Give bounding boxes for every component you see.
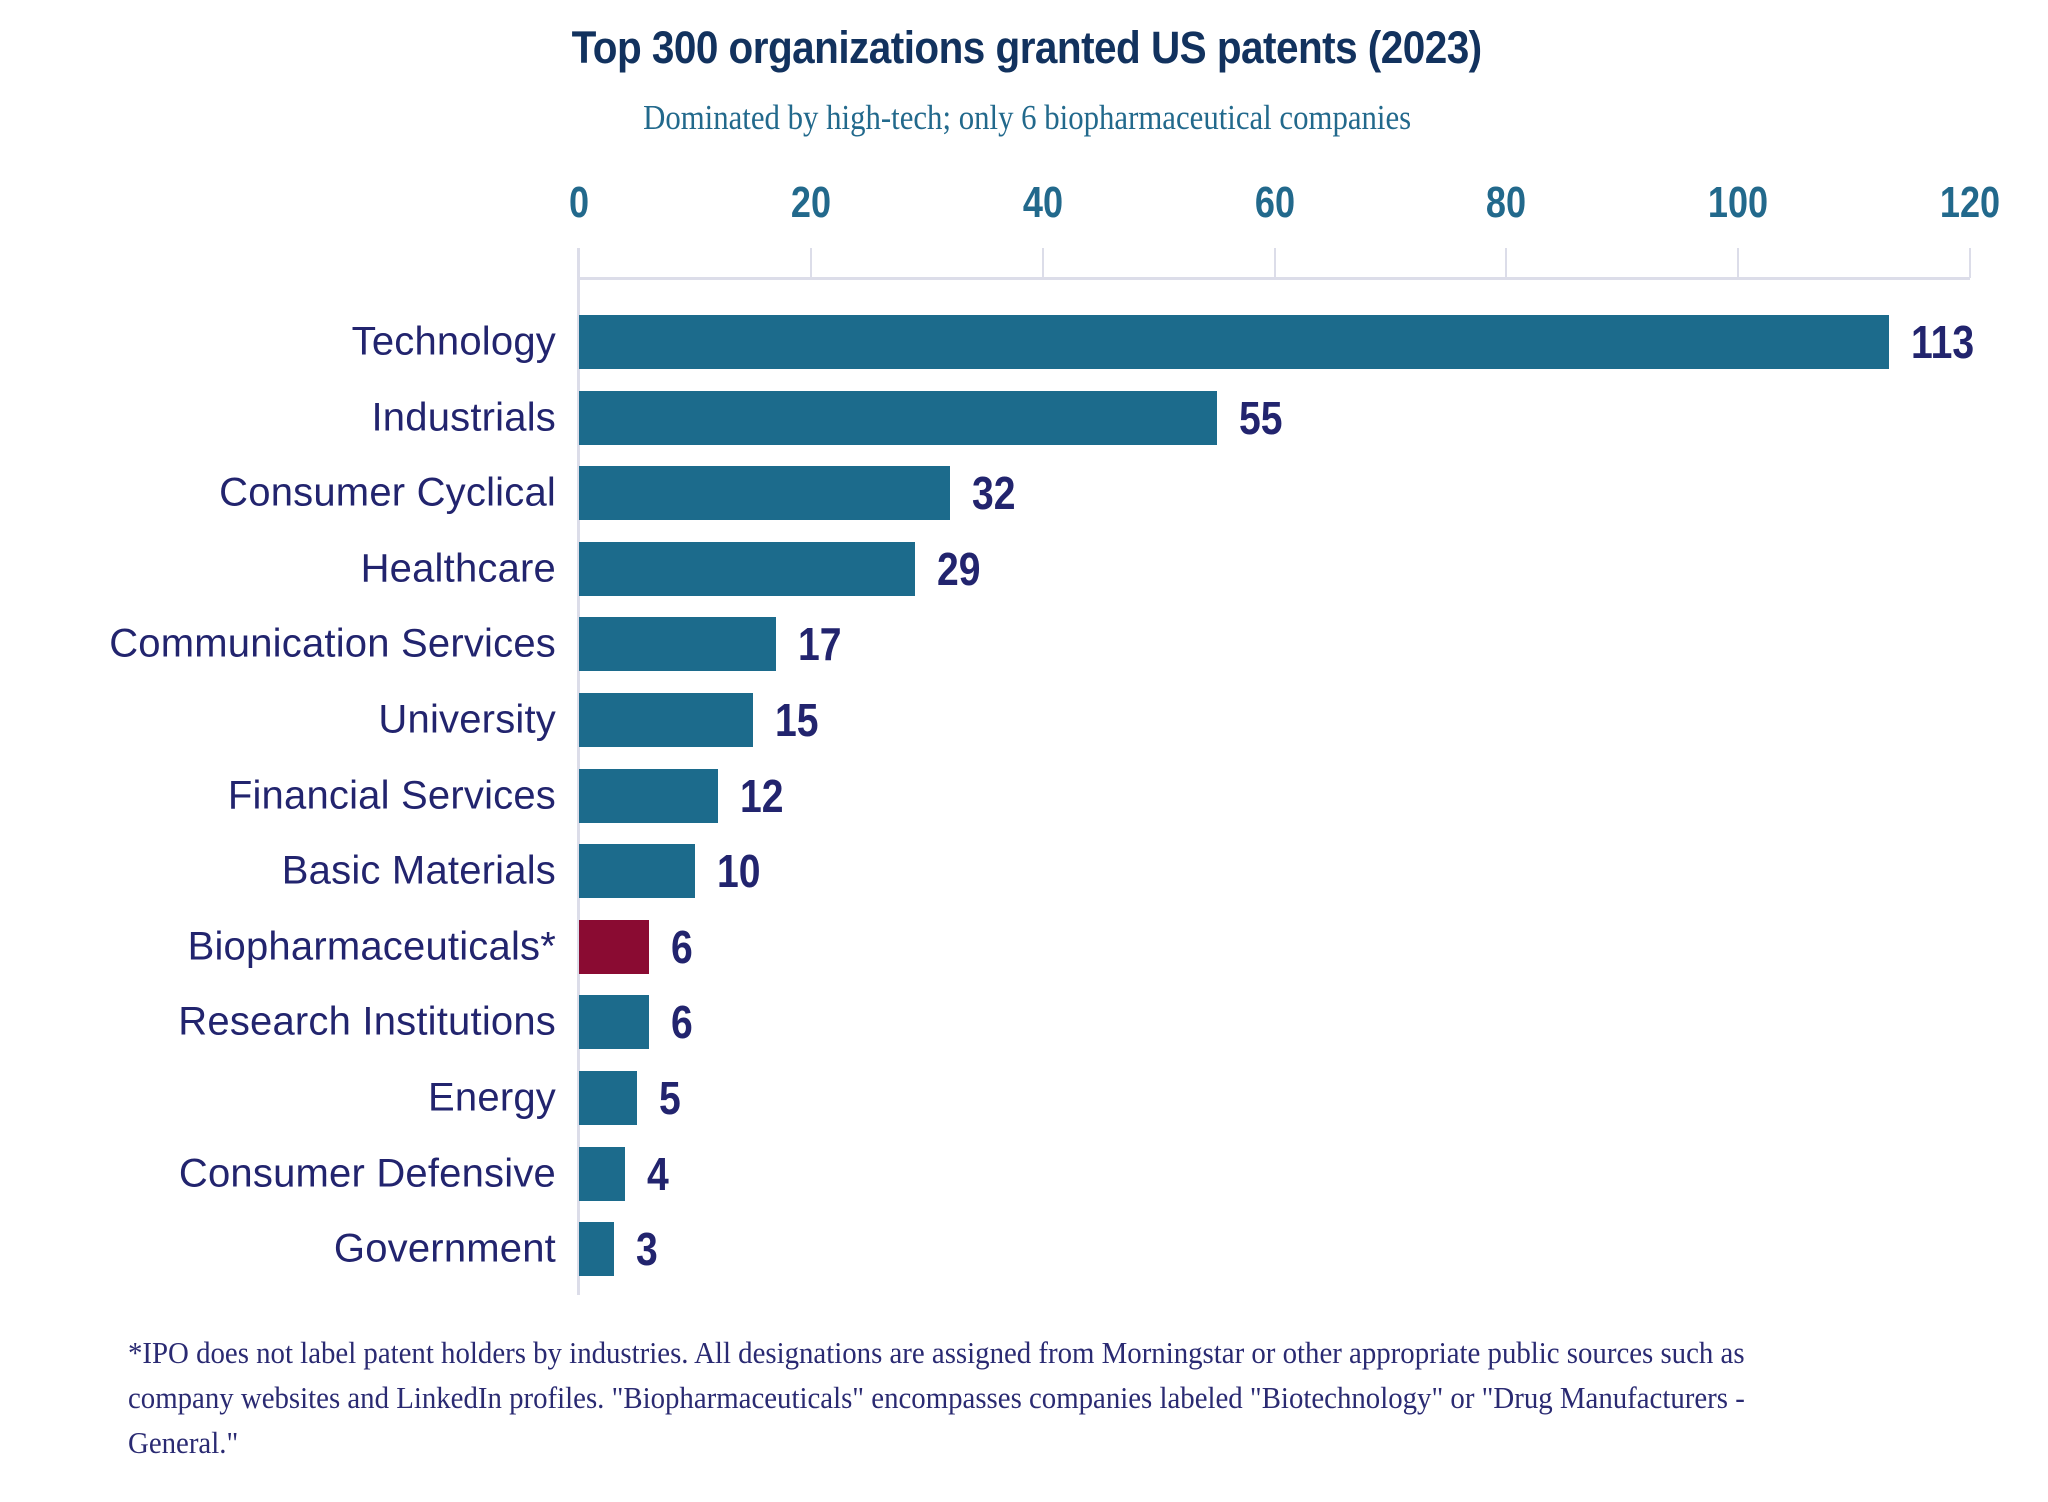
bar[interactable] (579, 844, 695, 899)
bar-row[interactable]: Research Institutions 6 (0, 995, 2048, 1050)
x-axis-tickmark-100 (1737, 248, 1740, 278)
bar-row[interactable]: Financial Services 12 (0, 768, 2048, 823)
bar-value-label: 10 (716, 845, 761, 898)
bar-value-label: 29 (937, 542, 981, 595)
x-axis-tickmark-40 (1041, 248, 1044, 278)
bar[interactable] (579, 995, 649, 1050)
bar-value-label: 15 (774, 694, 819, 746)
bar-row[interactable]: Communication Services 17 (0, 617, 2048, 672)
bar-value-label: 6 (670, 996, 693, 1049)
category-label: Research Institutions (178, 999, 556, 1044)
x-axis-tickmark-20 (809, 248, 812, 278)
page-title: Top 300 organizations granted US patents… (571, 22, 1483, 73)
bar[interactable] (579, 617, 777, 672)
bar-row[interactable]: Energy 5 (0, 1071, 2048, 1125)
bar[interactable] (579, 541, 916, 596)
bar[interactable] (579, 768, 719, 823)
x-axis-tickmark-60 (1273, 248, 1276, 278)
x-axis-tick-20: 20 (790, 178, 831, 227)
x-axis-tickmark-0 (578, 248, 580, 278)
x-axis-tick-0: 0 (568, 178, 590, 227)
x-axis-tick-100: 100 (1708, 178, 1769, 227)
bar-value-label: 32 (971, 467, 1016, 520)
bar-value-label: 12 (740, 769, 784, 822)
bar[interactable] (579, 315, 1889, 369)
category-label: Financial Services (227, 773, 556, 818)
bar-row[interactable]: Healthcare 29 (0, 541, 2048, 596)
category-label: Government (333, 1226, 556, 1271)
bar-value-label: 3 (635, 1223, 658, 1276)
chart-subtitle: Dominated by high-tech; only 6 biopharma… (643, 98, 1412, 137)
category-label: Basic Materials (281, 848, 556, 893)
footnote: *IPO does not label patent holders by in… (128, 1335, 1745, 1460)
bar-value-label: 17 (798, 618, 842, 671)
x-axis-tick-60: 60 (1254, 178, 1295, 227)
bar-row[interactable]: Consumer Defensive 4 (0, 1146, 2048, 1201)
bar-row[interactable]: University 15 (0, 693, 2048, 747)
category-label: Communication Services (109, 621, 556, 666)
bar-value-label: 113 (1910, 316, 1974, 368)
bar[interactable] (579, 919, 649, 974)
bar-row[interactable]: Industrials 55 (0, 390, 2048, 445)
category-label: Energy (428, 1075, 556, 1120)
category-label: Consumer Cyclical (219, 470, 556, 515)
bar-value-label: 4 (647, 1147, 670, 1200)
x-axis-line (577, 277, 1970, 280)
category-label: Technology (351, 319, 556, 364)
bar-value-label: 6 (670, 920, 693, 973)
category-label: Consumer Defensive (178, 1151, 556, 1196)
bar[interactable] (579, 466, 950, 521)
x-axis-tick-120: 120 (1939, 178, 2001, 227)
bar[interactable] (579, 390, 1217, 445)
bar-row[interactable]: Consumer Cyclical 32 (0, 466, 2048, 521)
category-label: University (378, 697, 556, 742)
bar[interactable] (579, 1146, 626, 1201)
bar-value-label: 5 (658, 1072, 681, 1124)
bar[interactable] (579, 693, 753, 747)
category-label: Biopharmaceuticals* (187, 924, 556, 969)
category-label: Healthcare (360, 546, 556, 591)
category-label: Industrials (371, 395, 556, 440)
x-axis-tick-40: 40 (1022, 178, 1063, 227)
bar-row[interactable]: Government 3 (0, 1222, 2048, 1277)
bar-row[interactable]: Basic Materials 10 (0, 844, 2048, 899)
x-axis-tick-80: 80 (1486, 178, 1527, 227)
bar-row[interactable]: Technology 113 (0, 315, 2048, 369)
bar[interactable] (579, 1222, 614, 1277)
y-axis-line (577, 248, 580, 1295)
x-axis-tickmark-120 (1969, 248, 1971, 278)
bar-value-label: 55 (1238, 391, 1283, 444)
x-axis-tick-labels: 0 20 40 60 80 100 120 (0, 178, 2048, 234)
x-axis-tickmark-80 (1505, 248, 1508, 278)
bar-row[interactable]: Biopharmaceuticals* 6 (0, 919, 2048, 974)
bar[interactable] (579, 1071, 637, 1125)
